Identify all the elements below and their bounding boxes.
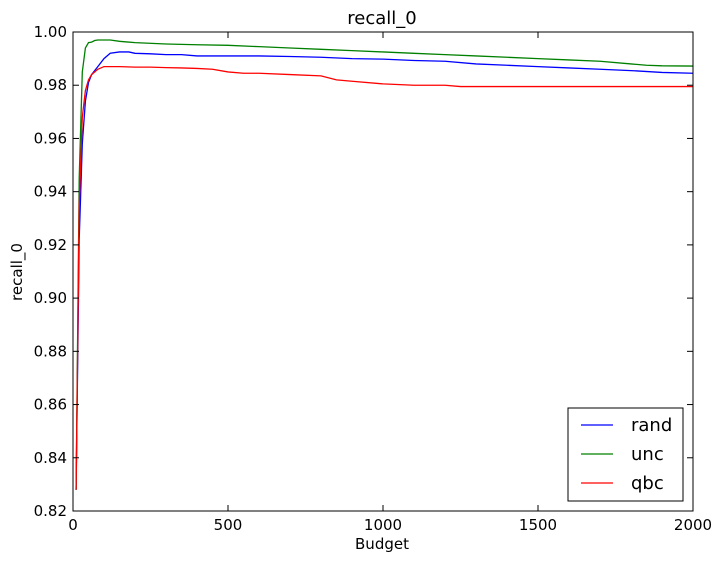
legend: rand unc qbc: [567, 407, 684, 502]
y-tick-label: 0.88: [34, 342, 67, 360]
y-tick-label: 0.86: [34, 396, 67, 414]
y-tick-label: 0.92: [34, 236, 67, 254]
x-tick-label: 0: [68, 516, 78, 534]
x-axis-label: Budget: [355, 535, 409, 553]
y-tick-label: 0.96: [34, 129, 67, 147]
y-tick-label: 0.98: [34, 76, 67, 94]
y-tick-label: 0.82: [34, 502, 67, 520]
legend-label-unc: unc: [631, 444, 664, 465]
x-axis: 0 500 1000 1500 2000: [68, 32, 712, 534]
series-layer: [75, 39, 694, 490]
legend-label-qbc: qbc: [631, 473, 664, 494]
y-axis: 0.82 0.84 0.86 0.88 0.90 0.92 0.94 0.96 0.98 1.00: [34, 23, 693, 520]
y-tick-label: 1.00: [34, 23, 67, 41]
x-tick-label: 1500: [519, 516, 557, 534]
x-tick-label: 1000: [364, 516, 402, 534]
y-axis-label: recall_0: [8, 243, 27, 301]
x-tick-label: 500: [214, 516, 243, 534]
y-tick-label: 0.90: [34, 289, 67, 307]
series-line-unc: [75, 39, 694, 490]
plot-area: 0 500 1000 1500 2000 0.82 0.84 0.86 0.88 0.90 0.9…: [34, 23, 713, 534]
x-tick-label: 2000: [674, 516, 712, 534]
series-line-qbc: [75, 65, 693, 490]
y-tick-label: 0.84: [34, 449, 67, 467]
legend-label-rand: rand: [631, 415, 672, 436]
y-tick-label: 0.94: [34, 183, 67, 201]
chart-title: recall_0: [347, 8, 416, 29]
series-line-rand: [75, 51, 694, 490]
